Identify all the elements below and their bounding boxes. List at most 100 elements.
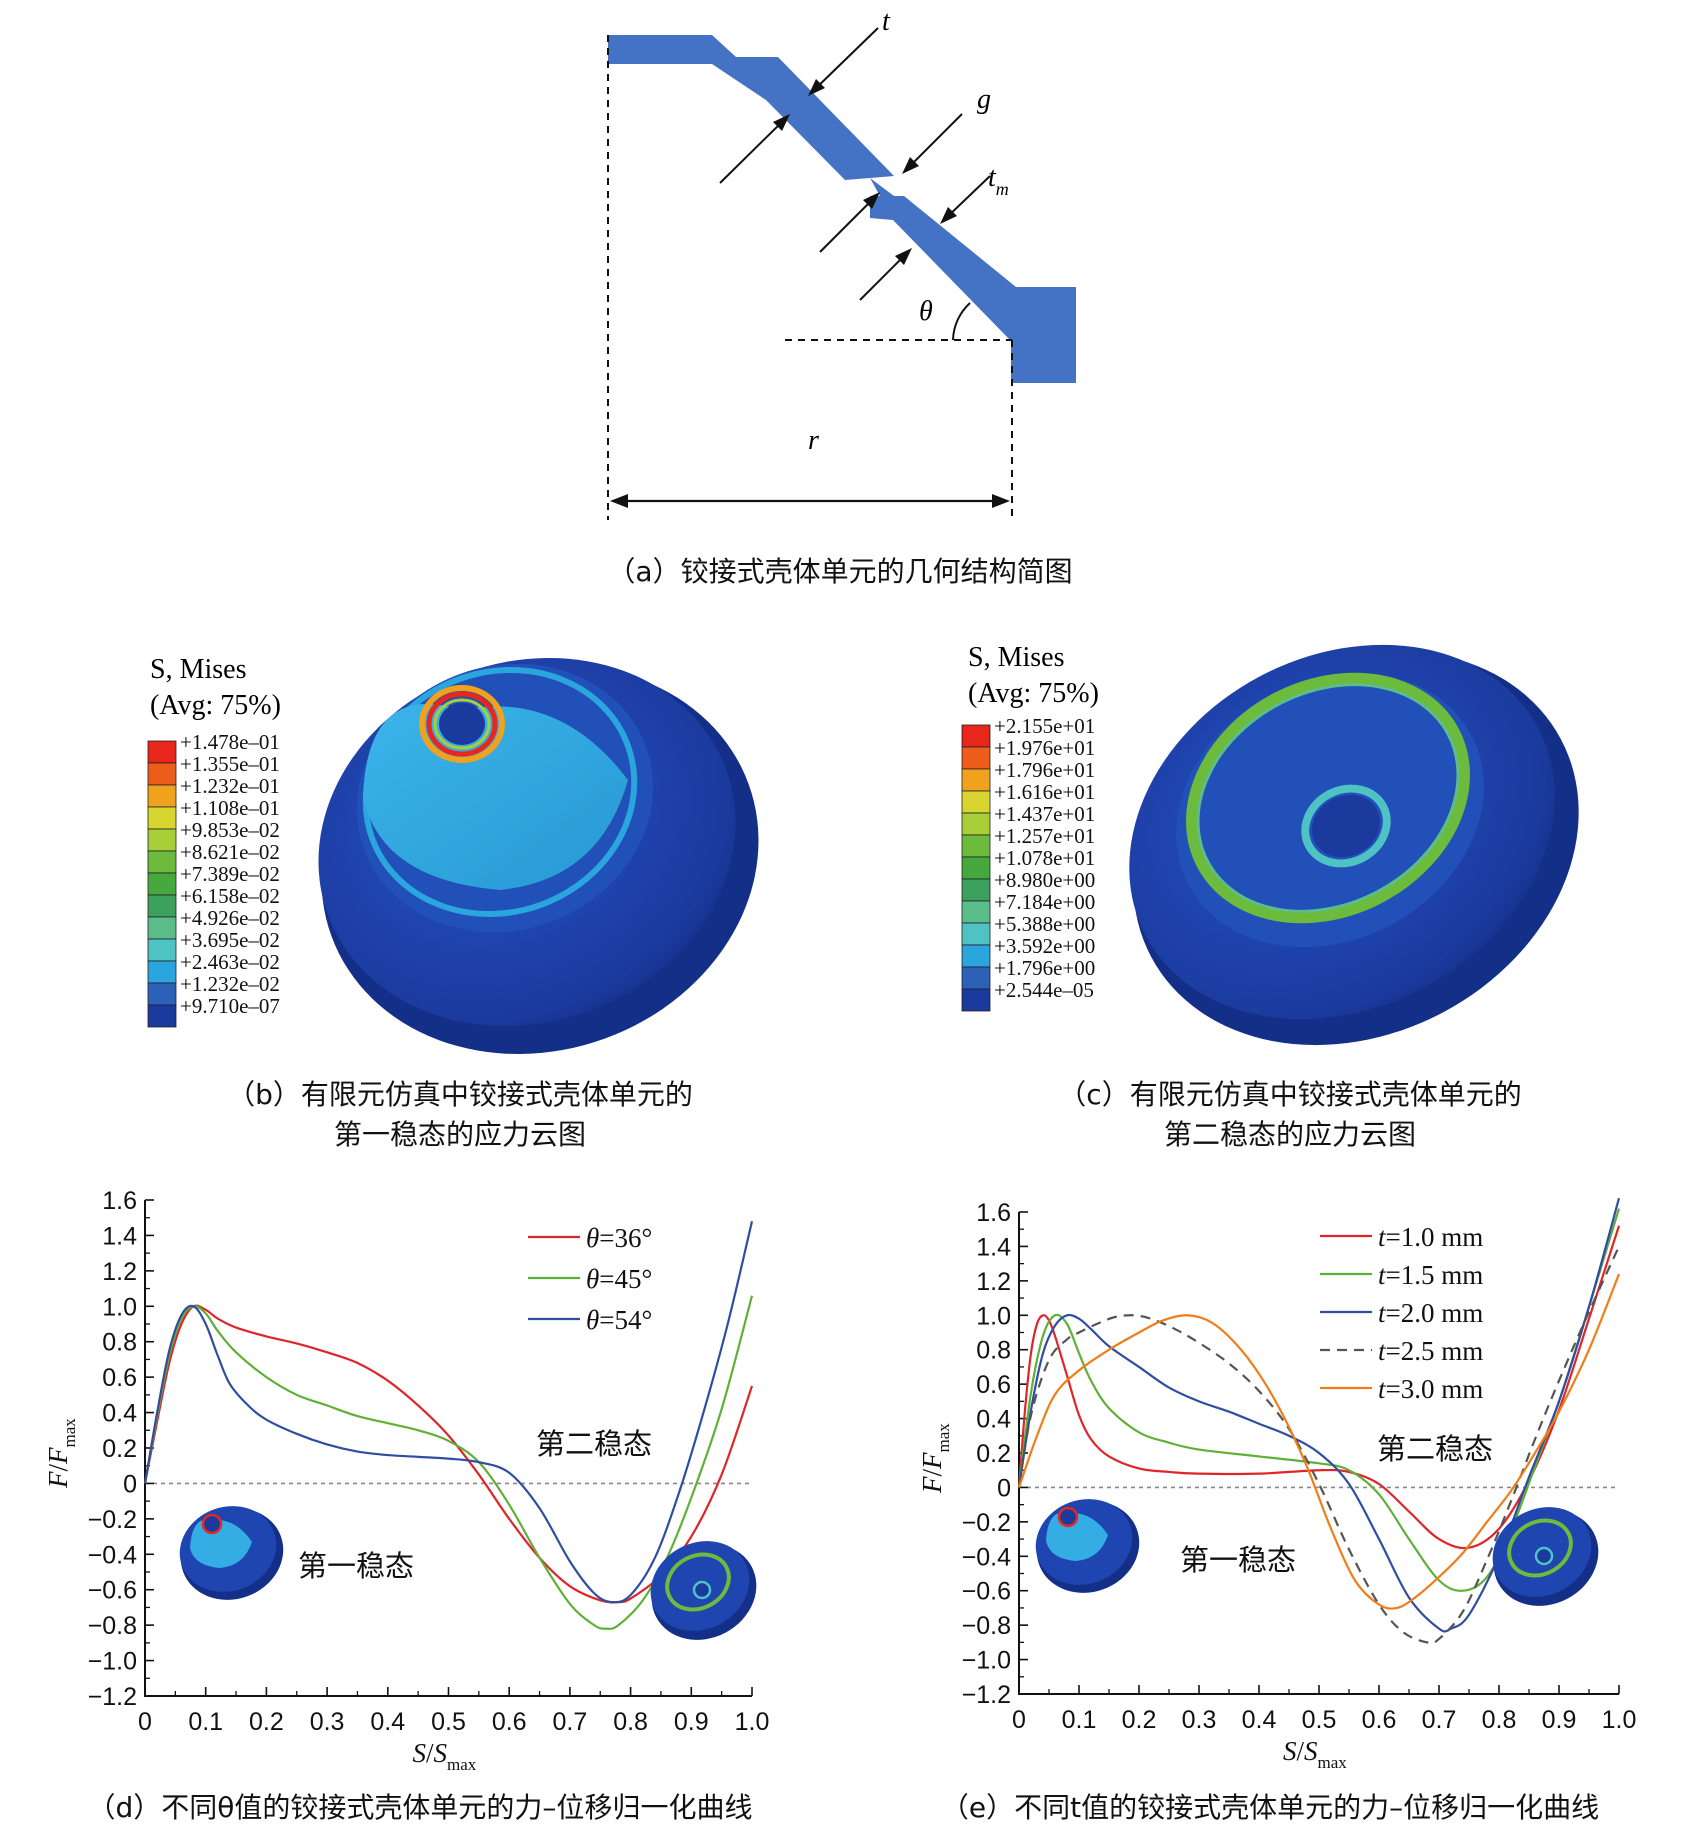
chart-d-series-1 bbox=[143, 1295, 754, 1630]
chart-e-ytick-label-8: 0 bbox=[997, 1474, 1011, 1502]
stress-ring-inner bbox=[433, 698, 491, 750]
chart-d-ytick-label-4: 0.8 bbox=[102, 1329, 137, 1357]
legend-b-title: S, Mises bbox=[150, 654, 246, 685]
inset-first-state-e bbox=[1035, 1499, 1140, 1593]
chart-e-xtick-label-4: 0.4 bbox=[1242, 1706, 1277, 1734]
chart-e-series-1 bbox=[1017, 1208, 1621, 1592]
chart-e-ytick-label-6: 0.4 bbox=[976, 1406, 1011, 1434]
inset-first-state-d bbox=[179, 1506, 284, 1600]
chart-e-xtick-label-8: 0.8 bbox=[1482, 1706, 1517, 1734]
chart-d-xtick-label-7: 0.7 bbox=[553, 1708, 588, 1736]
chart-e-ytick-label-11: −0.6 bbox=[962, 1578, 1011, 1606]
chart-d-ytick-label-12: −0.8 bbox=[88, 1612, 137, 1640]
chart-e-series-4 bbox=[1017, 1273, 1621, 1610]
chart-e-xtick-label-10: 1.0 bbox=[1602, 1706, 1637, 1734]
chart-e-xtick-label-7: 0.7 bbox=[1422, 1706, 1457, 1734]
legend-b-value-5: +8.621e–02 bbox=[180, 840, 280, 864]
legend-b-swatch-0 bbox=[147, 740, 177, 764]
legend-b-swatch-4 bbox=[147, 828, 177, 852]
chart-e-legend-label-0: t=1.0 mm bbox=[1378, 1222, 1483, 1252]
shell2-center-hole bbox=[1312, 794, 1380, 858]
label-tm: tm bbox=[988, 162, 1009, 199]
legend-c-value-7: +8.980e+00 bbox=[994, 868, 1095, 892]
inset-second-state-d bbox=[650, 1541, 757, 1640]
label-r: r bbox=[808, 425, 819, 456]
chart-d-xtick-label-6: 0.6 bbox=[492, 1708, 527, 1736]
chart-d-legend-label-1: θ=45° bbox=[586, 1264, 652, 1294]
legend-c-value-0: +2.155e+01 bbox=[994, 714, 1095, 738]
legend-b-swatch-8 bbox=[147, 916, 177, 940]
chart-d-xtick-label-10: 1.0 bbox=[735, 1708, 770, 1736]
legend-c-swatch-0 bbox=[961, 724, 991, 748]
label-theta: θ bbox=[919, 296, 933, 327]
chart-e-legend-label-3: t=2.5 mm bbox=[1378, 1336, 1483, 1366]
t-arrow-upper bbox=[811, 27, 879, 93]
legend-b-value-8: +4.926e–02 bbox=[180, 906, 280, 930]
chart-e-xtick-label-9: 0.9 bbox=[1542, 1706, 1577, 1734]
legend-b-value-0: +1.478e–01 bbox=[180, 730, 280, 754]
t-arrowhead-lower bbox=[773, 114, 790, 131]
chart-d-ytick-label-13: −1.0 bbox=[88, 1648, 137, 1676]
legend-c-value-4: +1.437e+01 bbox=[994, 802, 1095, 826]
legend-b-value-4: +9.853e–02 bbox=[180, 818, 280, 842]
legend-b-swatch-5 bbox=[147, 850, 177, 874]
label-t: t bbox=[882, 6, 891, 37]
legend-b-swatch-12 bbox=[147, 1004, 177, 1028]
chart-e-ytick-label-9: −0.2 bbox=[962, 1509, 1011, 1537]
chart-d-annotation-first-state: 第一稳态 bbox=[298, 1549, 414, 1583]
legend-c-swatch-5 bbox=[961, 834, 991, 858]
chart-d-ytick-label-1: 1.4 bbox=[102, 1222, 137, 1250]
chart-e-ytick-label-3: 1.0 bbox=[976, 1302, 1011, 1330]
caption-c-line2: 第二稳态的应力云图 bbox=[1163, 1118, 1416, 1151]
legend-b-swatch-7 bbox=[147, 894, 177, 918]
legend-b-swatch-2 bbox=[147, 784, 177, 808]
chart-d-ytick-label-14: −1.2 bbox=[88, 1683, 137, 1711]
caption-e: （e）不同t值的铰接式壳体单元的力–位移归一化曲线 bbox=[940, 1791, 1600, 1824]
shell-model-second-state bbox=[1129, 644, 1579, 1046]
g-arrow-lower bbox=[819, 195, 877, 253]
chart-e-ytick-label-2: 1.2 bbox=[976, 1268, 1011, 1296]
chart-e-xtick-label-5: 0.5 bbox=[1302, 1706, 1337, 1734]
chart-d-ytick-label-0: 1.6 bbox=[102, 1187, 137, 1215]
chart-d-xtick-label-0: 0 bbox=[138, 1708, 152, 1736]
chart-e-xtick-label-3: 0.3 bbox=[1182, 1706, 1217, 1734]
legend-b-swatch-10 bbox=[147, 960, 177, 984]
shell-model-first-state bbox=[318, 657, 759, 1055]
chart-d-xtick-label-2: 0.2 bbox=[249, 1708, 284, 1736]
legend-c-swatch-9 bbox=[961, 922, 991, 946]
legend-c-swatch-12 bbox=[961, 988, 991, 1012]
chart-e-xtick-label-2: 0.2 bbox=[1122, 1706, 1157, 1734]
g-arrow-upper bbox=[905, 113, 963, 171]
stress-ring-large bbox=[1186, 672, 1470, 924]
chart-d-ytick-label-2: 1.2 bbox=[102, 1258, 137, 1286]
g-arrowhead-upper bbox=[902, 157, 919, 174]
chart-e-legend-label-2: t=2.0 mm bbox=[1378, 1298, 1483, 1328]
inset-d2-small-ring bbox=[692, 1580, 712, 1600]
legend-c-value-11: +1.796e+00 bbox=[994, 956, 1095, 980]
legend-c-title: S, Mises bbox=[968, 642, 1064, 673]
chart-d-xlabel: S/Smax bbox=[413, 1738, 477, 1774]
chart-e-xtick-label-0: 0 bbox=[1012, 1706, 1026, 1734]
legend-b-swatch-1 bbox=[147, 762, 177, 786]
stress-ring-outer bbox=[419, 685, 505, 763]
chart-e-legend-label-4: t=3.0 mm bbox=[1378, 1374, 1483, 1404]
legend-b-avg: (Avg: 75%) bbox=[150, 690, 281, 721]
r-arrowhead-right bbox=[992, 494, 1010, 508]
shell-cross-section bbox=[608, 35, 1076, 383]
legend-c-swatch-4 bbox=[961, 812, 991, 836]
legend-b-swatch-11 bbox=[147, 982, 177, 1006]
inset-d2-ring bbox=[665, 1552, 731, 1612]
g-arrowhead-lower bbox=[863, 192, 880, 209]
chart-d-ytick-label-6: 0.4 bbox=[102, 1400, 137, 1428]
legend-c-value-1: +1.976e+01 bbox=[994, 736, 1095, 760]
shell-ring-light bbox=[362, 667, 638, 917]
t-arrowhead-upper bbox=[808, 79, 825, 96]
chart-e-ytick-label-7: 0.2 bbox=[976, 1440, 1011, 1468]
legend-b-swatch-9 bbox=[147, 938, 177, 962]
chart-d-annotation-second-state: 第二稳态 bbox=[536, 1427, 652, 1461]
chart-d-xtick-label-1: 0.1 bbox=[188, 1708, 223, 1736]
label-g: g bbox=[977, 84, 991, 115]
chart-d-ytick-label-9: −0.2 bbox=[88, 1506, 137, 1534]
legend-c-value-3: +1.616e+01 bbox=[994, 780, 1095, 804]
